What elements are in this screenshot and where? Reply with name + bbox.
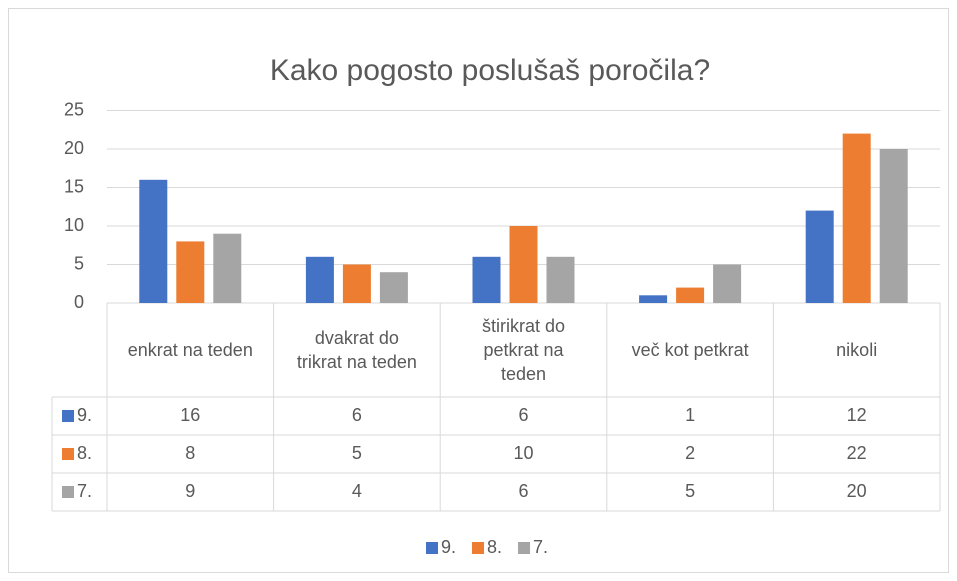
table-value: 16 <box>180 405 200 425</box>
legend-label: 7. <box>533 537 548 557</box>
table-value: 8 <box>185 443 195 463</box>
y-tick-label: 25 <box>64 99 84 119</box>
y-tick-label: 0 <box>74 292 84 312</box>
legend-key <box>426 542 438 554</box>
category-label: štirikrat do petkrat na teden <box>440 303 607 397</box>
bar <box>676 287 705 303</box>
table-legend-key <box>62 448 74 460</box>
table-value: 9 <box>185 481 195 501</box>
table-value: 20 <box>847 481 867 501</box>
table-value: 22 <box>847 443 867 463</box>
chart-title: Kako pogosto poslušaš poročila? <box>270 54 710 87</box>
bar <box>879 149 908 303</box>
table-legend-key <box>62 410 74 422</box>
table-value: 6 <box>518 481 528 501</box>
y-tick-label: 20 <box>64 138 84 158</box>
bar <box>805 210 834 303</box>
bar <box>546 256 575 303</box>
table-value: 2 <box>685 443 695 463</box>
table-value: 1 <box>685 405 695 425</box>
table-series-name: 9. <box>77 405 92 425</box>
y-tick-label: 5 <box>74 253 84 273</box>
table-series-name: 8. <box>77 443 92 463</box>
legend-key <box>518 542 531 554</box>
legend-key <box>472 542 485 554</box>
table-value: 6 <box>518 405 528 425</box>
category-text: enkrat na teden <box>127 340 253 360</box>
bar <box>713 264 742 303</box>
table-value: 6 <box>352 405 362 425</box>
bar <box>305 256 334 303</box>
bar <box>139 179 168 303</box>
y-tick-label: 10 <box>64 215 84 235</box>
table-value: 4 <box>352 481 362 501</box>
bar <box>509 226 538 303</box>
table-legend-key <box>62 486 74 498</box>
legend-label: 9. <box>441 537 456 557</box>
category-text: več kot petkrat <box>631 340 749 360</box>
category-label: dvakrat do trikrat na teden <box>274 303 441 397</box>
category-label: nikoli <box>773 303 940 397</box>
bar <box>342 264 371 303</box>
category-text: štirikrat do petkrat na teden <box>481 316 565 384</box>
category-label: enkrat na teden <box>107 303 274 397</box>
y-tick-label: 15 <box>64 176 84 196</box>
category-label: več kot petkrat <box>607 303 774 397</box>
table-value: 10 <box>513 443 533 463</box>
table-value: 5 <box>352 443 362 463</box>
bar <box>213 233 242 303</box>
bar <box>472 256 501 303</box>
category-text: nikoli <box>836 340 878 360</box>
bar <box>176 241 205 303</box>
bar <box>639 295 668 303</box>
category-text: dvakrat do trikrat na teden <box>296 328 417 372</box>
legend-label: 8. <box>487 537 502 557</box>
bar <box>842 133 871 303</box>
table-series-name: 7. <box>77 481 92 501</box>
bar <box>379 272 408 303</box>
table-value: 5 <box>685 481 695 501</box>
table-value: 12 <box>847 405 867 425</box>
